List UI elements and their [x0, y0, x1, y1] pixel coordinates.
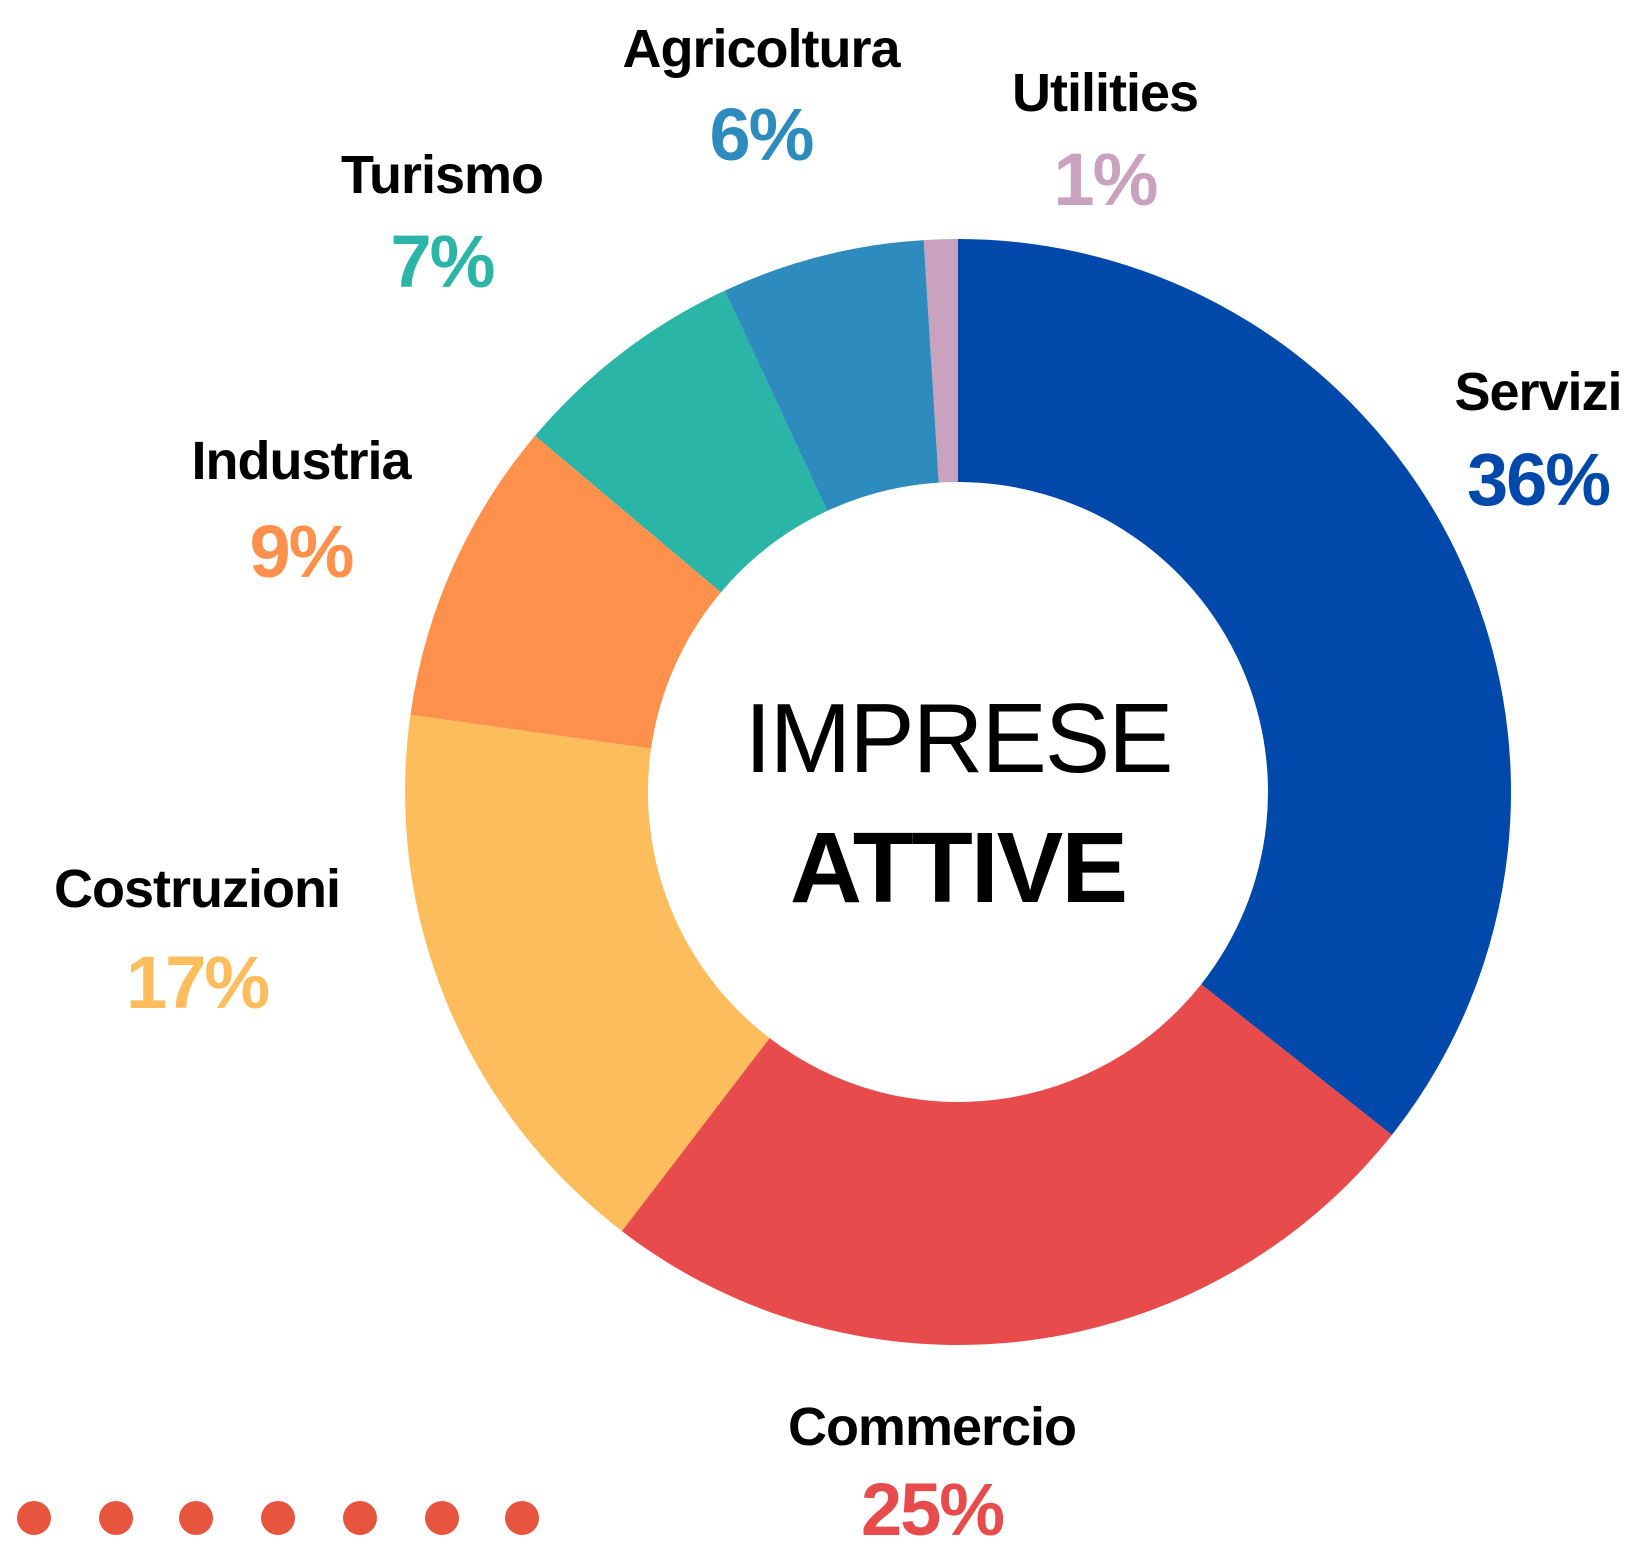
donut-slice — [404, 714, 770, 1232]
slice-name: Utilities — [1012, 63, 1198, 123]
center-title-line1: IMPRESE — [744, 683, 1171, 793]
dot — [505, 1501, 539, 1535]
donut-slice — [621, 984, 1392, 1346]
decorative-dots — [17, 1501, 539, 1535]
dot — [99, 1501, 133, 1535]
slice-value-label: 36% — [1467, 438, 1609, 521]
slice-value-label: 6% — [710, 93, 813, 176]
dot — [343, 1501, 377, 1535]
donut-slice — [958, 239, 1512, 1135]
slice-name: Servizi — [1454, 362, 1621, 422]
slice-name: Commercio — [788, 1397, 1076, 1457]
slice-value-label: 1% — [1054, 138, 1157, 221]
dot — [179, 1501, 213, 1535]
dot — [425, 1501, 459, 1535]
slice-name: Agricoltura — [622, 19, 901, 79]
slice-value-label: 7% — [391, 220, 494, 303]
center-title-line2: ATTIVE — [790, 812, 1126, 924]
donut-slice — [923, 239, 958, 483]
dot — [261, 1501, 295, 1535]
slice-value-label: 17% — [126, 941, 268, 1024]
slice-name: Turismo — [341, 145, 543, 205]
slice-name: Costruzioni — [54, 859, 340, 919]
slice-value-label: 25% — [861, 1468, 1003, 1545]
donut-slice — [724, 240, 939, 511]
slice-name: Industria — [191, 431, 412, 491]
donut-slice — [534, 290, 828, 593]
slice-value-label: 9% — [250, 510, 353, 593]
dot — [17, 1501, 51, 1535]
donut-slice — [410, 435, 721, 749]
